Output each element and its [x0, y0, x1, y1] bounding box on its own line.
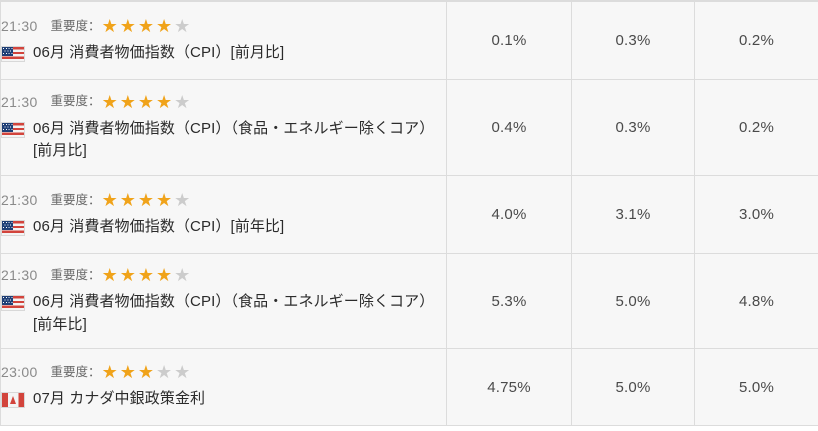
importance-stars: ★ ★ ★ ★ ★	[102, 93, 193, 111]
previous-value: 3.0%	[694, 175, 818, 254]
star-filled-icon: ★	[101, 362, 118, 383]
star-filled-icon: ★	[137, 91, 154, 112]
event-title: 06月 消費者物価指数（CPI）[前年比]	[33, 217, 285, 235]
actual-value: 5.3%	[446, 253, 572, 349]
event-meta-row: 23:00 重要度： ★ ★ ★ ★ ★	[1, 363, 446, 381]
event-cell[interactable]: 21:30 重要度： ★ ★ ★ ★ ★ 06月 消費者物価指数（CPI）（食品・エネルギー除…	[0, 79, 447, 176]
star-empty-icon: ★	[174, 265, 191, 285]
ca-flag-icon	[1, 392, 25, 409]
previous-value: 4.8%	[694, 253, 818, 349]
event-title-row: 07月 カナダ中銀政策金利	[1, 388, 446, 411]
previous-value: 0.2%	[694, 79, 818, 176]
us-flag-icon	[1, 295, 25, 311]
event-cell[interactable]: 23:00 重要度： ★ ★ ★ ★ ★ 07月 カナダ中銀政策金利	[0, 348, 447, 426]
importance-label: 重要度：	[50, 365, 101, 379]
event-time: 21:30	[1, 93, 38, 110]
star-empty-icon: ★	[174, 189, 191, 210]
importance-label: 重要度：	[50, 267, 101, 282]
star-filled-icon: ★	[155, 265, 173, 285]
actual-value: 4.0%	[446, 175, 572, 254]
event-time: 21:30	[1, 191, 38, 208]
table-row[interactable]: 21:30 重要度： ★ ★ ★ ★ ★ 06月 消費者物価指数（CPI）（食品・エネルギー除…	[0, 253, 818, 349]
forecast-value: 5.0%	[571, 348, 695, 426]
event-time: 21:30	[1, 267, 38, 283]
event-meta-row: 21:30 重要度： ★ ★ ★ ★ ★	[1, 93, 446, 111]
forecast-value: 3.1%	[571, 175, 695, 254]
actual-value: 0.1%	[446, 1, 572, 80]
star-filled-icon: ★	[101, 91, 118, 112]
event-title-row: 06月 消費者物価指数（CPI）（食品・エネルギー除くコア）[前月比]	[1, 118, 446, 163]
table-row[interactable]: 21:30 重要度： ★ ★ ★ ★ ★ 06月 消費者物価指数（CPI）（食品・エネルギー除…	[0, 79, 818, 176]
star-filled-icon: ★	[119, 362, 136, 383]
star-filled-icon: ★	[101, 15, 118, 36]
star-filled-icon: ★	[119, 91, 136, 112]
star-filled-icon: ★	[119, 265, 136, 285]
previous-value: 0.2%	[694, 1, 818, 80]
star-filled-icon: ★	[155, 189, 173, 210]
event-meta-row: 21:30 重要度： ★ ★ ★ ★ ★	[1, 17, 446, 35]
star-empty-icon: ★	[174, 362, 191, 383]
importance-stars: ★ ★ ★ ★ ★	[102, 191, 193, 209]
star-filled-icon: ★	[101, 189, 118, 210]
event-title-row: 06月 消費者物価指数（CPI）[前月比]	[1, 42, 446, 65]
star-filled-icon: ★	[137, 15, 154, 36]
us-flag-icon	[1, 219, 25, 236]
star-filled-icon: ★	[101, 265, 118, 285]
event-meta-row: 21:30 重要度： ★ ★ ★ ★ ★	[1, 191, 446, 209]
star-empty-icon: ★	[174, 91, 191, 112]
forecast-value: 0.3%	[571, 79, 695, 176]
event-title: 07月 カナダ中銀政策金利	[33, 390, 206, 408]
forecast-value: 5.0%	[571, 253, 695, 349]
star-filled-icon: ★	[137, 362, 154, 383]
star-filled-icon: ★	[137, 265, 154, 285]
table-top-edge	[0, 0, 818, 1]
event-title: 06月 消費者物価指数（CPI）[前月比]	[33, 43, 285, 61]
event-cell[interactable]: 21:30 重要度： ★ ★ ★ ★ ★ 06月 消費者物価指数（CPI）（食品・エネルギー除…	[0, 253, 447, 349]
previous-value: 5.0%	[694, 348, 818, 426]
event-cell[interactable]: 21:30 重要度： ★ ★ ★ ★ ★ 06月 消費者物価指数（CPI）[前月比]	[0, 1, 447, 80]
forecast-value: 0.3%	[571, 1, 695, 80]
event-meta-row: 21:30 重要度： ★ ★ ★ ★ ★	[1, 266, 446, 284]
importance-stars: ★ ★ ★ ★ ★	[102, 266, 193, 284]
star-filled-icon: ★	[137, 189, 154, 210]
table-row[interactable]: 23:00 重要度： ★ ★ ★ ★ ★ 07月 カナダ中銀政策金利 4.75% 5.0% 5.0%	[0, 348, 818, 426]
star-filled-icon: ★	[155, 15, 173, 36]
event-title-row: 06月 消費者物価指数（CPI）（食品・エネルギー除くコア）[前年比]	[1, 291, 446, 336]
event-title-row: 06月 消費者物価指数（CPI）[前年比]	[1, 216, 446, 239]
star-empty-icon: ★	[174, 15, 191, 36]
star-filled-icon: ★	[155, 91, 173, 112]
star-filled-icon: ★	[119, 189, 136, 210]
importance-label: 重要度：	[50, 18, 101, 33]
importance-stars: ★ ★ ★ ★ ★	[102, 363, 193, 381]
importance-label: 重要度：	[50, 94, 101, 109]
table-row[interactable]: 21:30 重要度： ★ ★ ★ ★ ★ 06月 消費者物価指数（CPI）[前月比] 0.1% 0…	[0, 1, 818, 80]
us-flag-icon	[1, 121, 25, 138]
event-time: 21:30	[1, 17, 38, 34]
event-time: 23:00	[1, 364, 38, 381]
star-filled-icon: ★	[119, 15, 136, 36]
star-empty-icon: ★	[155, 362, 173, 383]
importance-label: 重要度：	[50, 192, 101, 207]
actual-value: 4.75%	[446, 348, 572, 426]
actual-value: 0.4%	[446, 79, 572, 176]
table-row[interactable]: 21:30 重要度： ★ ★ ★ ★ ★ 06月 消費者物価指数（CPI）[前年比] 4.0% 3…	[0, 175, 818, 254]
us-flag-icon	[1, 45, 25, 62]
event-cell[interactable]: 21:30 重要度： ★ ★ ★ ★ ★ 06月 消費者物価指数（CPI）[前年比]	[0, 175, 447, 254]
event-title: 06月 消費者物価指数（CPI）（食品・エネルギー除くコア）[前月比]	[33, 119, 435, 160]
event-title: 06月 消費者物価指数（CPI）（食品・エネルギー除くコア）[前年比]	[33, 293, 435, 333]
importance-stars: ★ ★ ★ ★ ★	[102, 17, 193, 35]
